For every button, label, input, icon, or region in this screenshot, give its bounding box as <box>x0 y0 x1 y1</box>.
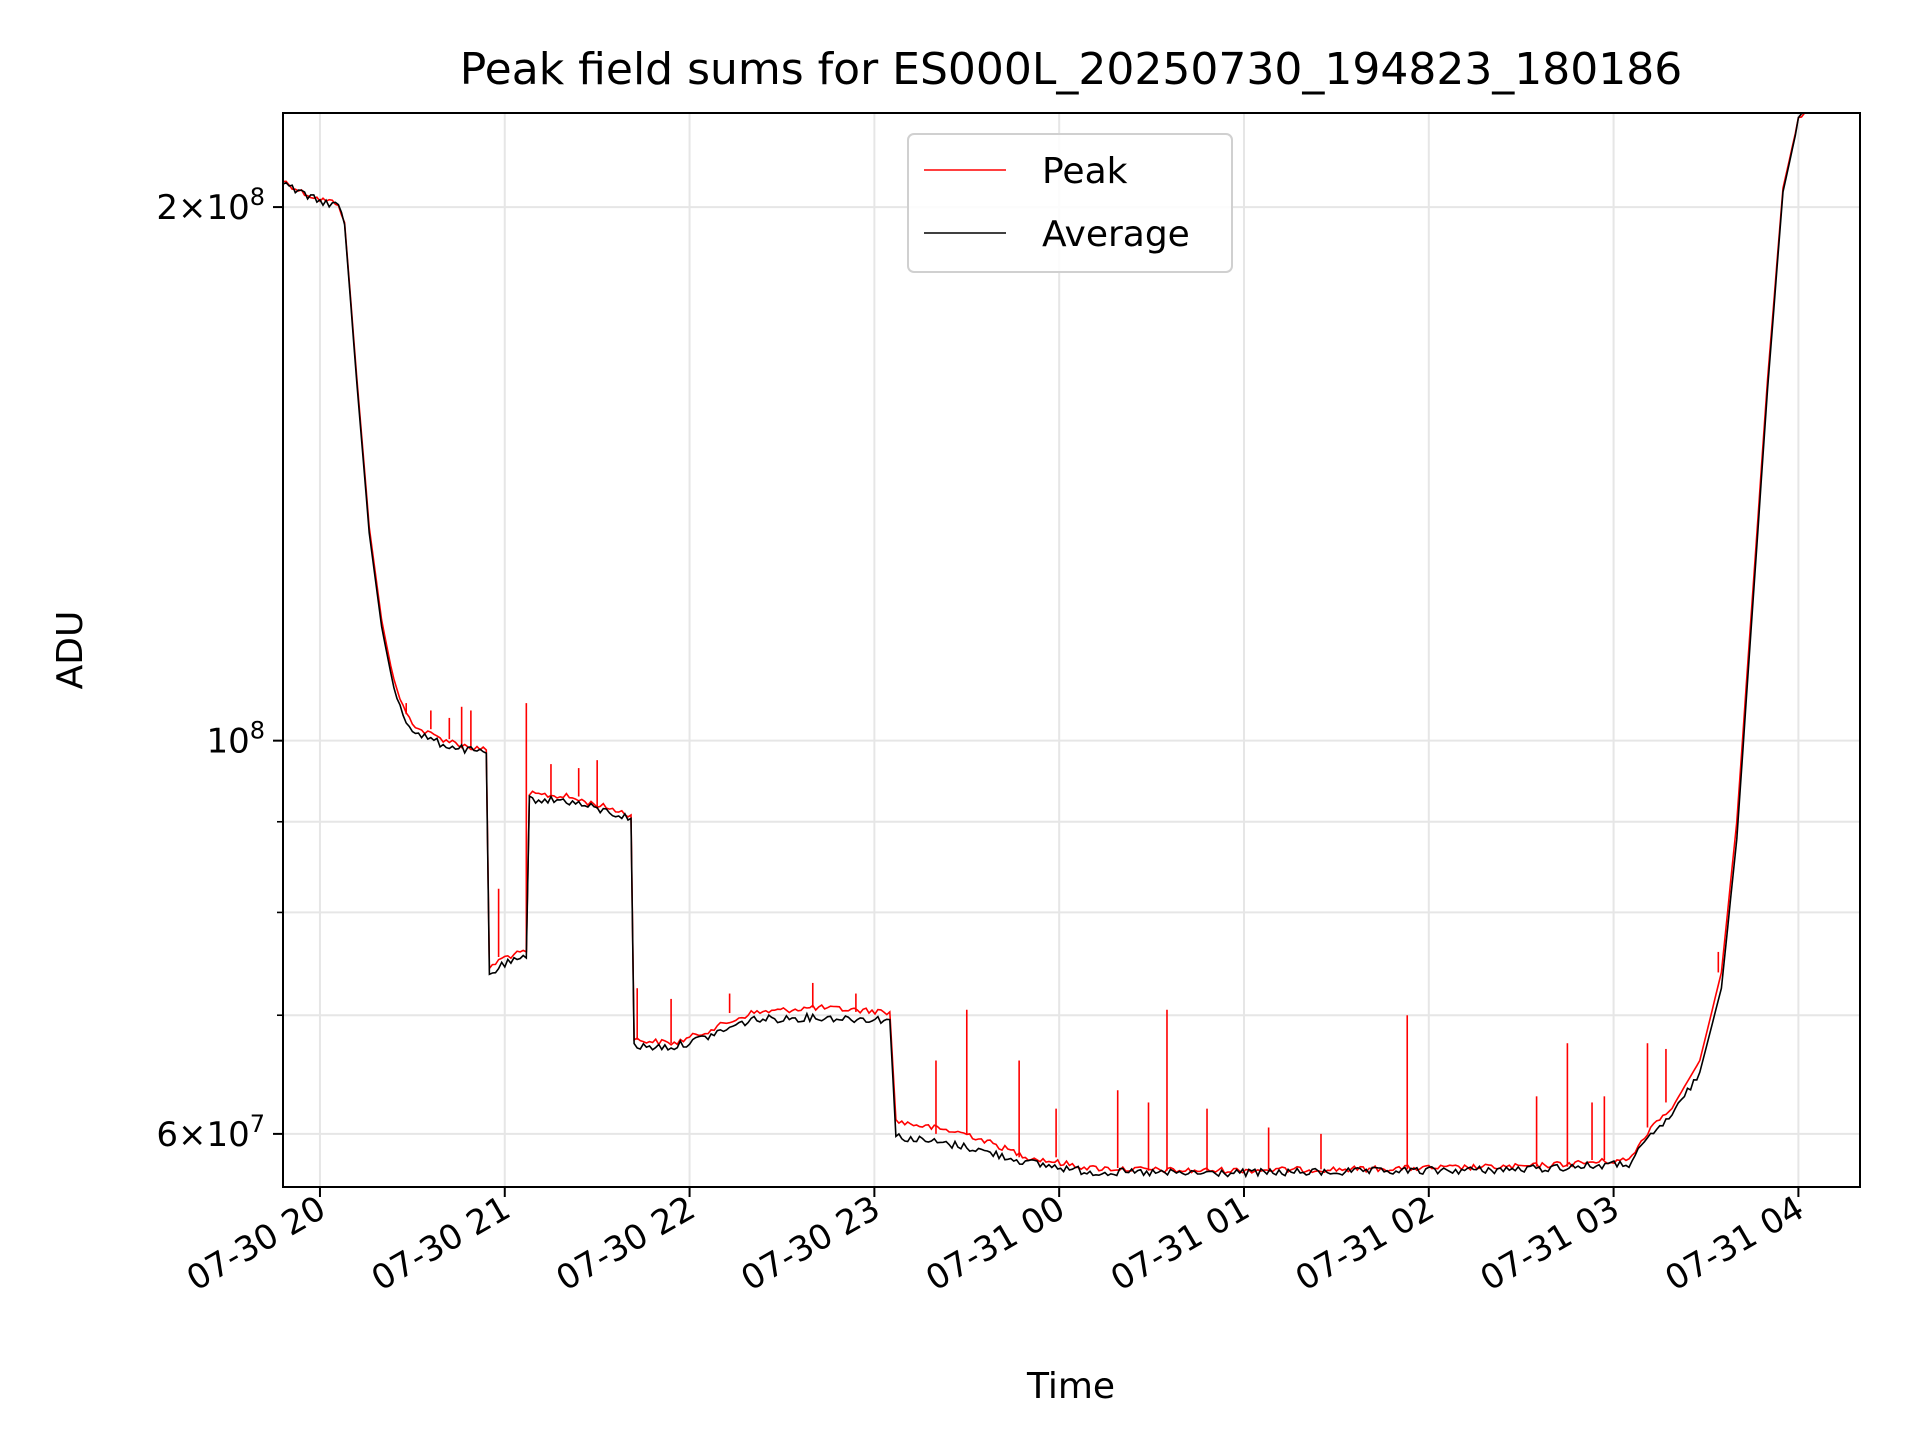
grid <box>283 113 1860 1187</box>
series-line-average <box>283 113 1805 1179</box>
series-average <box>283 113 1805 1179</box>
x-tick-label: 07-30 23 <box>734 1188 886 1299</box>
legend: Peak Average <box>907 133 1233 273</box>
series-line-peak <box>283 113 1806 1175</box>
x-tick-label: 07-31 01 <box>1104 1188 1256 1299</box>
x-tick-label: 07-30 20 <box>180 1188 332 1299</box>
series-layer <box>283 113 1806 1179</box>
x-axis-label: Time <box>1026 1366 1115 1407</box>
y-tick-label: 6×107 <box>156 1110 265 1155</box>
chart-title: Peak field sums for ES000L_20250730_1948… <box>460 44 1683 95</box>
y-tick-label: 108 <box>206 717 265 762</box>
x-tick-label: 07-31 03 <box>1474 1188 1626 1299</box>
legend-label-average: Average <box>1042 214 1190 255</box>
y-axis-label: ADU <box>50 611 91 690</box>
legend-label-peak: Peak <box>1042 151 1128 192</box>
x-tick-label: 07-30 22 <box>550 1188 702 1299</box>
x-tick-label: 07-30 21 <box>365 1188 517 1299</box>
x-tick-label: 07-31 00 <box>919 1188 1071 1299</box>
legend-box <box>907 133 1233 273</box>
x-tick-label: 07-31 02 <box>1289 1188 1441 1299</box>
x-tick-label: 07-31 04 <box>1659 1188 1811 1299</box>
y-tick-label: 2×108 <box>156 183 265 228</box>
plot-frame <box>282 112 1861 1188</box>
series-peak <box>283 113 1806 1175</box>
